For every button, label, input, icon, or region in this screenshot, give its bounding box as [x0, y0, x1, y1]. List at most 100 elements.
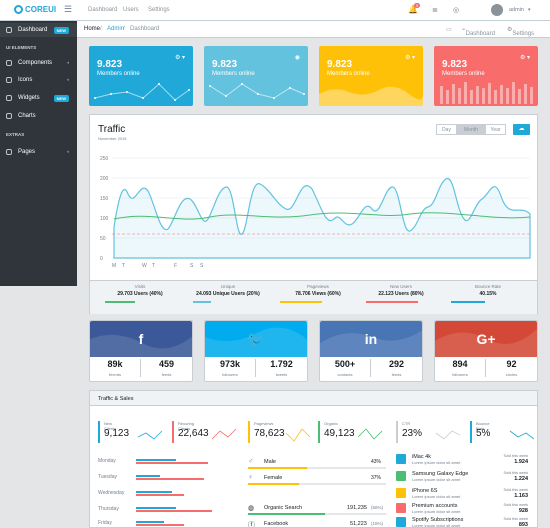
crumb-dashboard-link[interactable]: ⌁ Dashboard	[462, 27, 495, 37]
ts-value: 78,623	[254, 428, 285, 439]
series-unique	[113, 212, 531, 220]
source-value: 51,223	[350, 521, 367, 527]
series-visits	[113, 178, 531, 259]
social-label: followers	[222, 372, 238, 377]
range-year-button[interactable]: Year	[485, 124, 506, 135]
app-header: COREUI ☰ Dashboard Users Settings 🔔 5 ≣ …	[0, 0, 550, 21]
footer-value: 40.15%	[479, 291, 497, 297]
product-metric-label: Sold this week	[503, 454, 528, 458]
product-item[interactable]: Samsung Galaxy Edge Lorem ipsum dolor sit…	[396, 471, 534, 485]
product-item[interactable]: iMac 4k Lorem ipsum dolor sit amet Sold th…	[396, 454, 534, 468]
gear-icon[interactable]: ⚙ ▾	[174, 55, 185, 61]
range-day-button[interactable]: Day	[436, 124, 457, 135]
sidebar-item-dashboard[interactable]: Dashboard NEW	[0, 23, 77, 37]
footer-pageviews: Pageviews 78.706 Views (60%)	[275, 284, 361, 303]
social-label: feeds	[391, 372, 402, 377]
traffic-panel: Traffic November 2015 Day Month Year ☁ 2…	[89, 114, 538, 314]
x-tick: W	[142, 263, 147, 269]
social-label: friends	[108, 372, 121, 377]
twitter-icon[interactable]: 🐦	[247, 331, 265, 347]
gender-progress	[248, 467, 308, 469]
sidebar-item-icons[interactable]: Icons ◂	[0, 73, 77, 87]
chevron-down-icon[interactable]: ▾	[528, 7, 531, 13]
traffic-subtitle: November 2015	[98, 136, 127, 141]
linkedin-icon[interactable]: in	[364, 331, 378, 347]
location-icon[interactable]: ◎	[453, 7, 460, 14]
location-icon[interactable]: ◉	[294, 55, 300, 61]
facebook-icon[interactable]: f	[138, 331, 144, 347]
male-icon: ♂	[248, 458, 254, 465]
social-value: 292	[388, 359, 405, 369]
download-icon[interactable]: ☁	[513, 124, 530, 135]
product-icon	[396, 517, 406, 527]
x-tick: S	[200, 263, 204, 269]
product-item[interactable]: Premium accounts Lorem ipsum dolor sit am…	[396, 503, 534, 517]
calculator-icon	[6, 95, 12, 101]
nav-users[interactable]: Users	[123, 7, 139, 13]
chat-icon[interactable]: ▭	[446, 27, 452, 33]
product-name: Spotify Subscriptions	[412, 517, 464, 523]
stat-sparkline	[94, 83, 190, 101]
stat-card-4: 9.823 Members online ⚙ ▾	[434, 46, 538, 106]
y-tick: 0	[100, 256, 103, 262]
day-progress-bar	[136, 491, 172, 493]
gender-track	[248, 467, 386, 469]
stat-label: Members online	[327, 71, 370, 77]
ts-label: New Clients	[104, 421, 117, 431]
brand-logo[interactable]: COREUI	[14, 5, 56, 14]
ts-value: 5%	[476, 428, 491, 439]
product-metric-label: Sold this week	[503, 503, 528, 507]
sidebar: Dashboard NEW UI ELEMENTS Components ◂ Ico…	[0, 21, 77, 286]
stat-sparkline	[209, 83, 305, 99]
product-icon	[396, 488, 406, 498]
nav-dashboard[interactable]: Dashboard	[88, 7, 118, 13]
footer-new-users: New Users 22.123 Users (80%)	[358, 284, 444, 303]
sidebar-item-widgets[interactable]: Widgets NEW	[0, 91, 77, 105]
traffic-chart: 250 200 150 100 50 0 M T W T F S S	[100, 156, 531, 269]
user-name[interactable]: admin	[509, 7, 524, 13]
breadcrumb-sep: /	[100, 26, 102, 32]
social-value: 500+	[334, 359, 356, 369]
stat-value: 9.823	[212, 59, 238, 70]
gear-icon[interactable]: ⚙ ▾	[404, 55, 415, 61]
social-card-linkedin: in 500+ contacts 292 feeds	[319, 320, 423, 382]
day-label: Wednesday	[98, 490, 125, 496]
footer-unique: Unique 24.093 Unique Users (20%)	[185, 284, 271, 303]
chevron-left-icon: ◂	[66, 60, 69, 66]
stat-area-chart	[319, 86, 423, 106]
breadcrumb-home[interactable]: Home	[84, 26, 101, 32]
range-toggle: Day Month Year	[436, 124, 506, 135]
stat-card-2: 9.823 Members online ◉	[204, 46, 308, 106]
product-item[interactable]: iPhone 6S Lorem ipsum dolor sit amet Sold …	[396, 488, 534, 502]
social-header: f	[90, 321, 192, 357]
x-tick: T	[122, 263, 125, 269]
crumb-settings-link[interactable]: ⚙ Settings	[507, 27, 535, 37]
product-item[interactable]: Spotify Subscriptions Lorem ipsum dolor s…	[396, 517, 534, 527]
ts-value: 49,123	[324, 428, 355, 439]
sidebar-item-pages[interactable]: Pages ◂	[0, 145, 77, 159]
footer-label: Visits	[134, 284, 146, 289]
nav-settings[interactable]: Settings	[148, 7, 170, 13]
social-value: 92	[506, 359, 517, 369]
coreui-logo-icon	[14, 5, 23, 14]
sidebar-item-charts[interactable]: Charts	[0, 109, 77, 123]
sidebar-item-components[interactable]: Components ◂	[0, 56, 77, 70]
bell-icon[interactable]: 🔔	[408, 5, 418, 14]
sidebar-toggle-icon[interactable]: ☰	[64, 4, 73, 14]
day-progress-bar	[136, 494, 184, 496]
google-plus-icon[interactable]: G+	[476, 331, 496, 347]
product-metric-value: 1.163	[514, 493, 528, 499]
breadcrumb-sep: /	[123, 26, 125, 32]
day-progress-bar	[136, 510, 212, 512]
day-label: Friday	[98, 520, 112, 526]
sidebar-item-label: Dashboard	[18, 27, 48, 33]
gear-icon[interactable]: ⚙ ▾	[519, 55, 530, 61]
range-month-button[interactable]: Month	[457, 124, 485, 135]
avatar[interactable]	[491, 4, 503, 16]
breadcrumb-admin[interactable]: Admin	[107, 26, 125, 32]
list-icon[interactable]: ≣	[432, 7, 438, 14]
day-label: Thursday	[98, 506, 119, 512]
product-sub: Lorem ipsum dolor sit amet	[412, 494, 461, 499]
product-metric-value: 1.224	[514, 476, 528, 482]
social-value: 894	[452, 359, 468, 369]
